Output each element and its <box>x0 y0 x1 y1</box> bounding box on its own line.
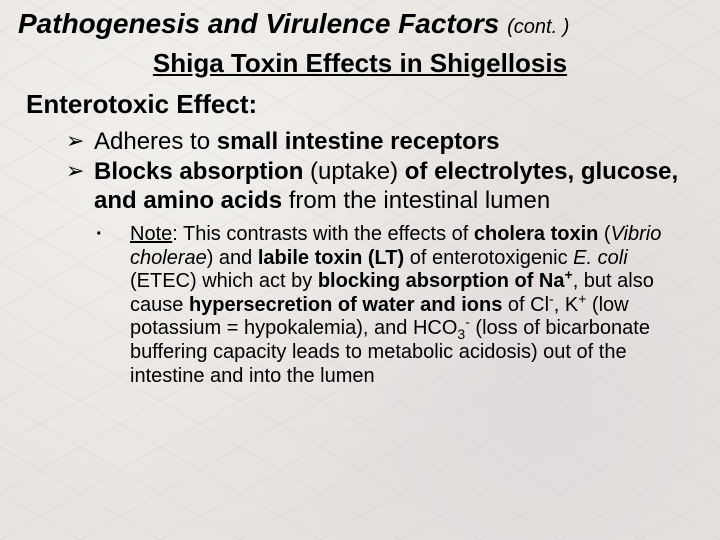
slide-subtitle: Shiga Toxin Effects in Shigellosis <box>18 48 702 79</box>
list-item: ➢ Adheres to small intestine receptors <box>66 128 702 156</box>
text-bold: blocking absorption of Na+ <box>318 270 573 292</box>
note-row: · Note: This contrasts with the effects … <box>96 223 702 388</box>
list-item-text: Blocks absorption (uptake) of electrolyt… <box>94 158 702 215</box>
text-bold: labile toxin (LT) <box>258 247 404 269</box>
list-item: ➢ Blocks absorption (uptake) of electrol… <box>66 158 702 215</box>
text-frag: of <box>502 294 530 316</box>
section-heading: Enterotoxic Effect: <box>26 89 702 120</box>
text-frag: ) and <box>207 247 258 269</box>
text-frag: , <box>554 294 565 316</box>
text-frag: blocking absorption of Na <box>318 270 565 292</box>
slide-title: Pathogenesis and Virulence Factors (cont… <box>18 8 702 40</box>
text-frag: ( <box>598 223 610 245</box>
text-bold: hypersecretion of water and ions <box>189 294 502 316</box>
note-text: Note: This contrasts with the effects of… <box>130 223 702 388</box>
text-underline: Note <box>130 223 172 245</box>
text-frag: of enterotoxigenic <box>404 247 573 269</box>
arrow-icon: ➢ <box>66 128 94 156</box>
title-cont: (cont. ) <box>507 16 569 38</box>
text-frag: K <box>565 294 578 316</box>
arrow-icon: ➢ <box>66 158 94 215</box>
text-bold: cholera toxin <box>474 223 598 245</box>
slide-content: Pathogenesis and Virulence Factors (cont… <box>0 0 720 400</box>
text-sup: + <box>565 266 573 282</box>
text-frag: : This contrasts with the effects of <box>172 223 474 245</box>
note-block: · Note: This contrasts with the effects … <box>96 223 702 388</box>
dot-icon: · <box>96 223 130 388</box>
text-frag: HCO <box>413 317 457 339</box>
text-frag: Adheres to <box>94 128 217 155</box>
text-frag: Cl <box>530 294 549 316</box>
text-bold: Blocks absorption <box>94 158 303 185</box>
list-item-text: Adheres to small intestine receptors <box>94 128 702 156</box>
text-frag: (ETEC) which act by <box>130 270 318 292</box>
text-italic: E. coli <box>573 247 627 269</box>
text-frag: (uptake) <box>303 158 404 185</box>
text-bold: small intestine receptors <box>217 128 500 155</box>
arrow-list: ➢ Adheres to small intestine receptors ➢… <box>66 128 702 215</box>
title-main: Pathogenesis and Virulence Factors <box>18 8 499 39</box>
text-frag: from the intestinal lumen <box>282 187 550 214</box>
